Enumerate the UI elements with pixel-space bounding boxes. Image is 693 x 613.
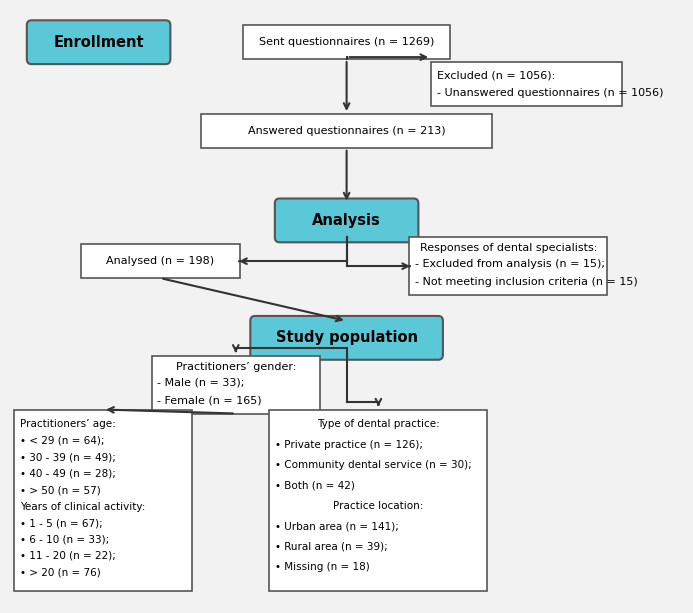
Text: Enrollment: Enrollment: [53, 35, 144, 50]
FancyBboxPatch shape: [270, 409, 487, 591]
Text: • 11 - 20 (n = 22);: • 11 - 20 (n = 22);: [19, 551, 116, 561]
Text: • Urban area (n = 141);: • Urban area (n = 141);: [275, 522, 398, 531]
Text: Answered questionnaires (n = 213): Answered questionnaires (n = 213): [248, 126, 446, 136]
Text: Years of clinical activity:: Years of clinical activity:: [19, 501, 145, 512]
Text: • 1 - 5 (n = 67);: • 1 - 5 (n = 67);: [19, 518, 103, 528]
Text: • 40 - 49 (n = 28);: • 40 - 49 (n = 28);: [19, 469, 116, 479]
Text: - Excluded from analysis (n = 15);: - Excluded from analysis (n = 15);: [414, 259, 605, 269]
FancyBboxPatch shape: [410, 237, 607, 295]
Text: • Missing (n = 18): • Missing (n = 18): [275, 562, 369, 573]
FancyBboxPatch shape: [14, 409, 192, 591]
Text: Study population: Study population: [276, 330, 418, 345]
Text: - Unanswered questionnaires (n = 1056): - Unanswered questionnaires (n = 1056): [437, 88, 663, 98]
Text: - Female (n = 165): - Female (n = 165): [157, 395, 262, 406]
Text: • < 29 (n = 64);: • < 29 (n = 64);: [19, 436, 104, 446]
FancyBboxPatch shape: [431, 62, 622, 106]
FancyBboxPatch shape: [250, 316, 443, 360]
Text: Analysed (n = 198): Analysed (n = 198): [106, 256, 214, 266]
Text: Practitioners’ age:: Practitioners’ age:: [19, 419, 115, 430]
FancyBboxPatch shape: [243, 25, 450, 59]
FancyBboxPatch shape: [81, 245, 240, 278]
FancyBboxPatch shape: [201, 114, 492, 148]
Text: Practitioners’ gender:: Practitioners’ gender:: [175, 362, 296, 371]
Text: Sent questionnaires (n = 1269): Sent questionnaires (n = 1269): [259, 37, 435, 47]
Text: • Rural area (n = 39);: • Rural area (n = 39);: [275, 542, 387, 552]
FancyBboxPatch shape: [152, 356, 319, 414]
Text: • Private practice (n = 126);: • Private practice (n = 126);: [275, 440, 423, 450]
Text: • > 20 (n = 76): • > 20 (n = 76): [19, 567, 100, 577]
Text: Type of dental practice:: Type of dental practice:: [317, 419, 440, 430]
FancyBboxPatch shape: [27, 20, 170, 64]
Text: • 30 - 39 (n = 49);: • 30 - 39 (n = 49);: [19, 452, 116, 462]
Text: • 6 - 10 (n = 33);: • 6 - 10 (n = 33);: [19, 535, 109, 544]
Text: Responses of dental specialists:: Responses of dental specialists:: [420, 243, 597, 253]
FancyBboxPatch shape: [275, 199, 419, 242]
Text: • Both (n = 42): • Both (n = 42): [275, 481, 355, 491]
Text: Analysis: Analysis: [313, 213, 381, 228]
Text: • Community dental service (n = 30);: • Community dental service (n = 30);: [275, 460, 472, 470]
Text: - Not meeting inclusion criteria (n = 15): - Not meeting inclusion criteria (n = 15…: [414, 277, 638, 287]
Text: Excluded (n = 1056):: Excluded (n = 1056):: [437, 70, 555, 80]
Text: • > 50 (n = 57): • > 50 (n = 57): [19, 485, 100, 495]
Text: Practice location:: Practice location:: [333, 501, 423, 511]
Text: - Male (n = 33);: - Male (n = 33);: [157, 378, 245, 387]
